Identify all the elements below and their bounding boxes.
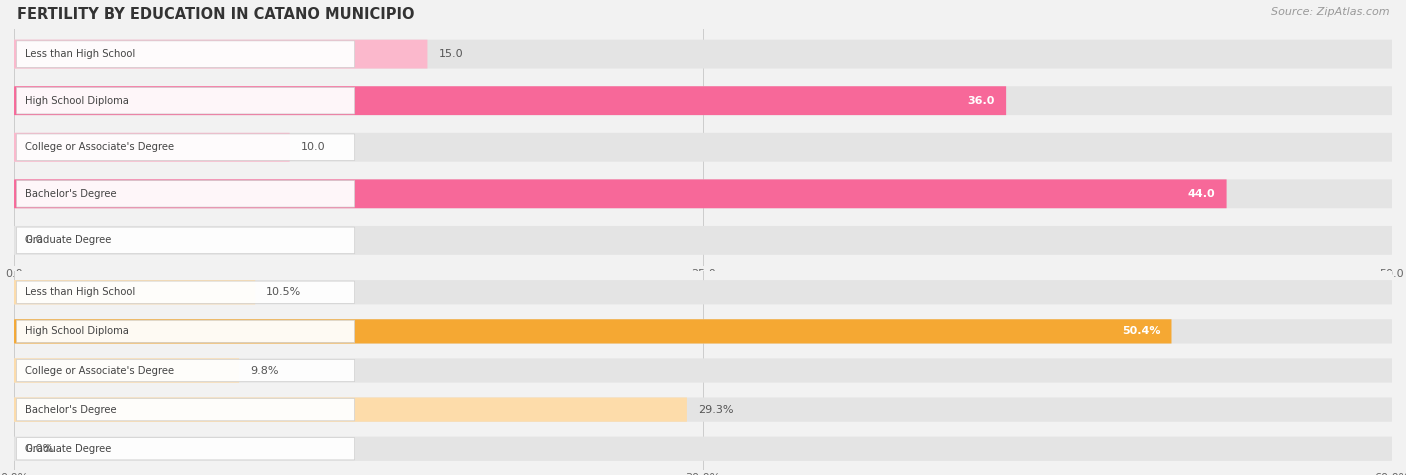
Text: College or Associate's Degree: College or Associate's Degree [25,365,174,376]
Text: Less than High School: Less than High School [25,49,135,59]
FancyBboxPatch shape [17,41,354,67]
Text: 15.0: 15.0 [439,49,463,59]
Text: Source: ZipAtlas.com: Source: ZipAtlas.com [1271,7,1389,17]
Text: High School Diploma: High School Diploma [25,326,129,336]
Bar [14,86,1392,115]
FancyBboxPatch shape [17,360,354,381]
Text: 36.0: 36.0 [967,95,995,105]
Text: Bachelor's Degree: Bachelor's Degree [25,405,117,415]
FancyBboxPatch shape [17,320,354,342]
Text: Graduate Degree: Graduate Degree [25,444,111,454]
Text: College or Associate's Degree: College or Associate's Degree [25,142,174,152]
Text: 44.0: 44.0 [1188,189,1216,199]
Text: Bachelor's Degree: Bachelor's Degree [25,189,117,199]
Bar [14,180,1226,208]
FancyBboxPatch shape [17,227,354,254]
Bar [14,358,239,383]
Text: High School Diploma: High School Diploma [25,95,129,105]
Bar [14,319,1392,343]
FancyBboxPatch shape [17,134,354,161]
Text: 10.5%: 10.5% [266,287,301,297]
Text: 10.0: 10.0 [301,142,325,152]
Text: FERTILITY BY EDUCATION IN CATANO MUNICIPIO: FERTILITY BY EDUCATION IN CATANO MUNICIP… [17,7,415,22]
FancyBboxPatch shape [17,437,354,460]
Text: Less than High School: Less than High School [25,287,135,297]
Text: 0.0: 0.0 [25,236,42,246]
Bar [14,398,1392,422]
Text: 50.4%: 50.4% [1122,326,1160,336]
Bar [14,133,1392,162]
Text: 29.3%: 29.3% [697,405,734,415]
FancyBboxPatch shape [17,399,354,421]
Bar [14,86,1007,115]
Bar [14,280,256,304]
Bar [14,226,1392,255]
FancyBboxPatch shape [17,180,354,207]
Text: Graduate Degree: Graduate Degree [25,236,111,246]
Bar [14,40,1392,68]
Text: 0.0%: 0.0% [25,444,53,454]
FancyBboxPatch shape [17,281,354,304]
Bar [14,133,290,162]
Bar [14,280,1392,304]
Bar [14,180,1392,208]
FancyBboxPatch shape [17,87,354,114]
Bar [14,358,1392,383]
Bar [14,398,688,422]
Text: 9.8%: 9.8% [250,365,278,376]
Bar [14,437,1392,461]
Bar [14,40,427,68]
Bar [14,319,1171,343]
